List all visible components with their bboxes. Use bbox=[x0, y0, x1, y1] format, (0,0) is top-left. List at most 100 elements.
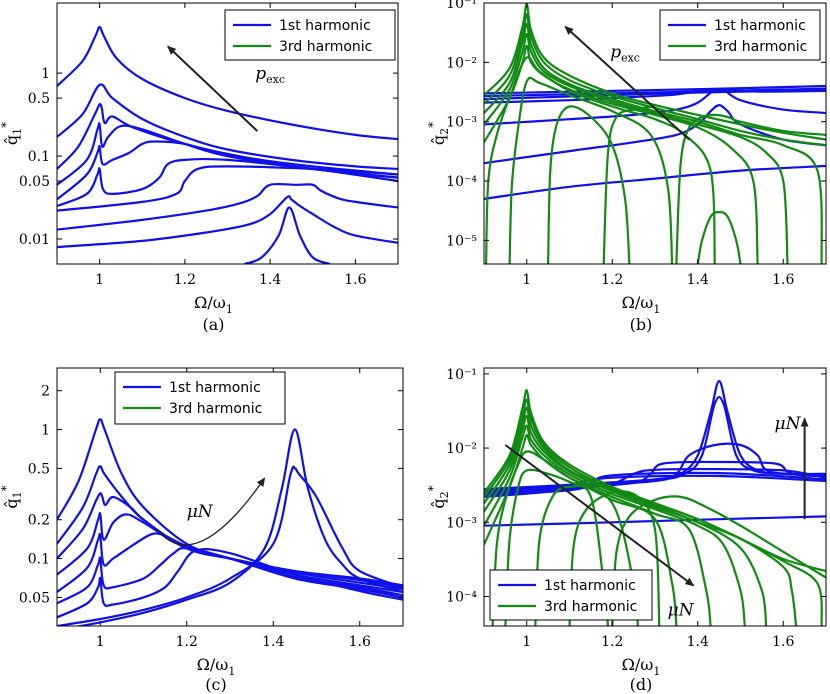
x-tick-label: 1 bbox=[96, 634, 105, 650]
annotation-sub: exc bbox=[266, 73, 285, 86]
legend-label: 1st harmonic bbox=[279, 18, 371, 34]
legend-label: 1st harmonic bbox=[544, 578, 636, 594]
series-line-1st-4 bbox=[57, 532, 403, 597]
series-line-3rd-18 bbox=[611, 495, 826, 626]
series-group bbox=[484, 380, 826, 626]
legend-label: 3rd harmonic bbox=[279, 39, 372, 55]
legend-label: 3rd harmonic bbox=[169, 401, 262, 417]
y-axis-label: q̂1* bbox=[0, 485, 24, 508]
y-axis-label-sub: 2 bbox=[438, 491, 451, 498]
y-axis-label-sup: * bbox=[426, 122, 440, 128]
trend-arrow-0 bbox=[504, 444, 695, 587]
plot-frame bbox=[483, 2, 827, 265]
series-line-3rd-15 bbox=[602, 105, 656, 264]
x-tick-label: 1.6 bbox=[349, 634, 371, 650]
panel-caption: (c) bbox=[205, 675, 226, 694]
curved-arrow bbox=[155, 477, 266, 546]
x-tick-label: 1.2 bbox=[601, 272, 623, 288]
series-group bbox=[57, 418, 403, 626]
series-line-1st-7 bbox=[484, 515, 826, 527]
x-axis-label-sub: 1 bbox=[226, 303, 233, 316]
x-tick-label: 1.4 bbox=[687, 634, 709, 650]
y-axis-label-sub: 1 bbox=[11, 128, 24, 135]
series-line-1st-5 bbox=[484, 471, 826, 497]
x-axis-label-sub: 1 bbox=[653, 303, 660, 316]
series-line-1st-4 bbox=[57, 140, 398, 201]
y-tick-label: 0.5 bbox=[28, 461, 50, 477]
annotation-sub: exc bbox=[621, 52, 640, 65]
y-axis-label-sup: * bbox=[426, 485, 440, 491]
annotation: μN bbox=[668, 601, 695, 621]
y-axis-label-sup: * bbox=[0, 122, 13, 128]
series-line-3rd-7 bbox=[484, 3, 826, 141]
y-tick-label: 10⁻⁵ bbox=[446, 233, 477, 249]
series-group bbox=[484, 3, 826, 264]
y-axis-label-sub: 2 bbox=[438, 128, 451, 135]
legend-box bbox=[114, 371, 286, 425]
series-line-1st-6 bbox=[484, 164, 826, 200]
series-line-1st-4 bbox=[484, 87, 826, 126]
series-line-1st-6 bbox=[484, 474, 826, 498]
x-tick-label: 1.2 bbox=[176, 634, 198, 650]
series-line-1st-7 bbox=[57, 465, 403, 626]
y-tick-label: 0.1 bbox=[28, 552, 50, 568]
y-tick-label: 0.05 bbox=[19, 590, 50, 606]
annotation: μN bbox=[775, 414, 802, 434]
plot-frame bbox=[56, 2, 399, 265]
legend: 1st harmonic 3rd harmonic bbox=[224, 9, 396, 61]
legend: 1st harmonic 3rd harmonic bbox=[659, 9, 821, 61]
y-tick-label: 10⁻³ bbox=[446, 515, 477, 531]
trend-arrow-0 bbox=[564, 25, 690, 141]
legend: 1st harmonic 3rd harmonic bbox=[489, 569, 653, 621]
y-tick-label: 1 bbox=[41, 66, 50, 82]
x-axis-label-sub: 1 bbox=[228, 665, 235, 678]
y-tick-label: 0.2 bbox=[28, 513, 50, 529]
x-tick-label: 1 bbox=[95, 272, 104, 288]
plot-frame bbox=[56, 367, 404, 627]
x-axis-label: Ω/ω1 bbox=[194, 293, 233, 316]
series-line-1st-0 bbox=[484, 84, 826, 95]
y-tick-label: 10⁻¹ bbox=[446, 0, 477, 12]
legend-box bbox=[224, 9, 396, 61]
x-tick-label: 1.4 bbox=[687, 272, 709, 288]
plot-frame bbox=[483, 367, 827, 627]
y-tick-label: 1 bbox=[41, 423, 50, 439]
x-tick-label: 1 bbox=[522, 272, 531, 288]
series-line-1st-5 bbox=[57, 547, 403, 605]
y-axis-label: q̂2* bbox=[426, 485, 451, 508]
series-line-3rd-14 bbox=[491, 450, 678, 626]
x-tick-label: 1.2 bbox=[174, 272, 196, 288]
series-line-1st-0 bbox=[57, 25, 398, 141]
x-axis-label: Ω/ω1 bbox=[622, 655, 661, 678]
series-line-1st-5 bbox=[484, 104, 826, 165]
y-tick-label: 0.5 bbox=[28, 91, 50, 107]
series-line-3rd-15 bbox=[504, 468, 639, 626]
y-tick-label: 10⁻² bbox=[446, 441, 477, 457]
x-tick-label: 1 bbox=[522, 634, 531, 650]
series-line-1st-6 bbox=[57, 165, 398, 212]
series-line-3rd-11 bbox=[484, 414, 768, 626]
y-axis-label: q̂1* bbox=[0, 122, 24, 145]
x-tick-label: 1.6 bbox=[772, 634, 794, 650]
series-line-3rd-9 bbox=[484, 22, 823, 264]
x-tick-label: 1.6 bbox=[344, 272, 366, 288]
panel-c: 1 1.2 1.4 1.6 0.05 0.1 0.2 0.5 1 2 Ω/ω1 q̂1* (c) 1st … bbox=[0, 367, 404, 694]
y-axis-label-sup: * bbox=[0, 485, 13, 491]
x-axis-label: Ω/ω1 bbox=[622, 293, 661, 316]
series-group bbox=[57, 25, 398, 264]
series-line-1st-2 bbox=[57, 492, 403, 591]
legend-label: 3rd harmonic bbox=[714, 39, 807, 55]
series-line-3rd-12 bbox=[485, 56, 716, 264]
y-tick-label: 10⁻¹ bbox=[446, 367, 477, 383]
legend-box bbox=[659, 9, 821, 61]
x-tick-label: 1.4 bbox=[259, 272, 281, 288]
series-line-1st-8 bbox=[73, 428, 403, 626]
y-tick-label: 0.1 bbox=[28, 149, 50, 165]
y-tick-label: 0.01 bbox=[19, 232, 50, 248]
series-line-1st-1 bbox=[57, 83, 398, 170]
series-line-3rd-13 bbox=[508, 76, 674, 264]
x-tick-label: 1.6 bbox=[772, 272, 794, 288]
series-line-1st-8 bbox=[57, 195, 398, 249]
panel-caption: (a) bbox=[202, 315, 224, 334]
